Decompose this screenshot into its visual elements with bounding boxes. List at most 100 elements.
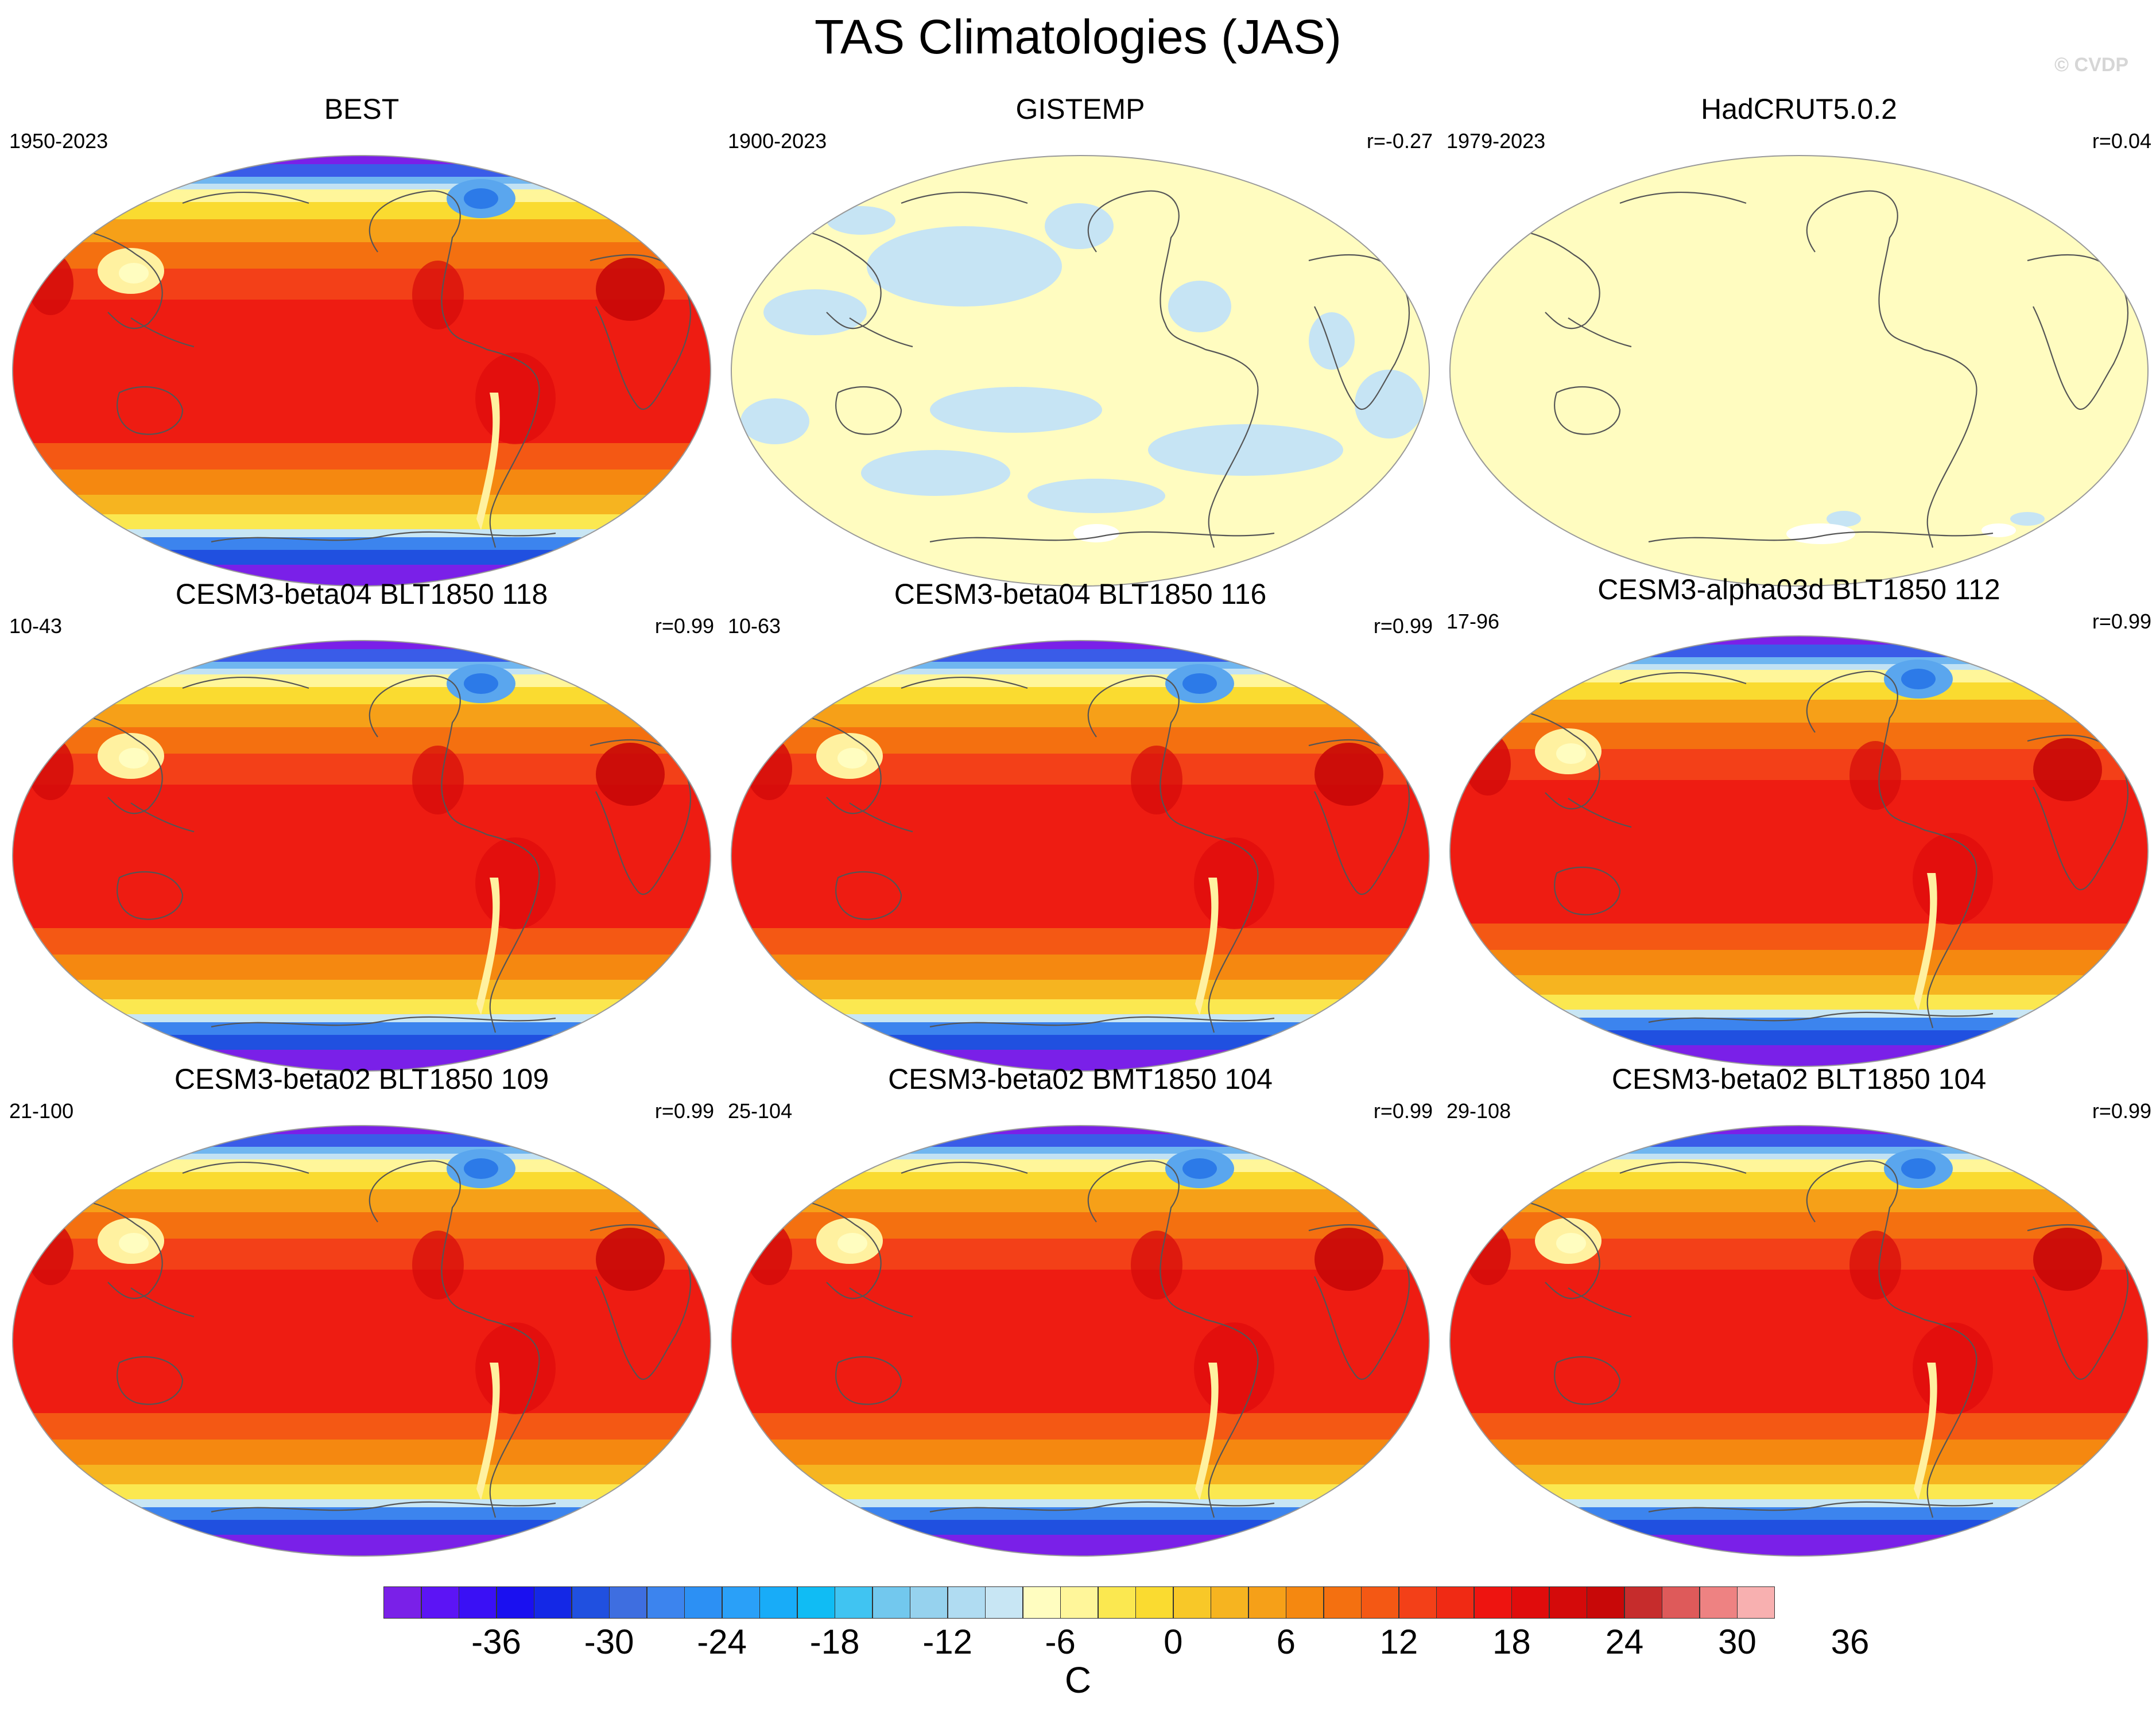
page-title: TAS Climatologies (JAS) — [814, 10, 1341, 64]
contour-band-5 — [1450, 682, 2148, 700]
contour-band-9 — [731, 1270, 1429, 1413]
contour-band-5 — [731, 687, 1429, 704]
contour-band-13 — [13, 514, 711, 529]
panel-correlation: r=0.99 — [1373, 1099, 1433, 1123]
colorbar-box — [1098, 1586, 1136, 1619]
colorbar-box — [1361, 1586, 1399, 1619]
colorbar-box — [872, 1586, 910, 1619]
contour-band-2 — [13, 177, 711, 184]
contour-band-1 — [731, 649, 1429, 662]
robinson-map — [731, 1125, 1430, 1557]
colorbar-box — [1286, 1586, 1324, 1619]
contour-band-9 — [13, 1270, 711, 1413]
contour-band-9 — [13, 785, 711, 928]
contour-band-12 — [13, 1465, 711, 1484]
sahara-hot — [596, 258, 665, 321]
contour-band-16 — [13, 1035, 711, 1050]
colorbar-box — [947, 1586, 986, 1619]
coast-antarctica — [1648, 531, 1994, 543]
coast-australia — [835, 871, 902, 920]
contour-band-16 — [13, 1520, 711, 1535]
panel-correlation: r=0.99 — [654, 1099, 714, 1123]
panel-correlation: r=0.99 — [2092, 610, 2151, 633]
tibet-core — [119, 1233, 149, 1254]
southern-ocean-cool-2 — [1027, 479, 1165, 513]
colorbar-box — [571, 1586, 610, 1619]
map-panel-9: CESM3-beta02 BLT1850 104 29-108 r=0.99 — [1443, 1062, 2155, 1557]
coast-antarctica — [211, 531, 556, 543]
robinson-map — [1449, 1125, 2149, 1557]
coast-indonesia — [130, 802, 195, 833]
map-field — [731, 641, 1429, 1071]
colorbar-tick-label: 24 — [1605, 1623, 1644, 1661]
colorbar-box — [722, 1586, 760, 1619]
contour-band-3 — [13, 1154, 711, 1159]
arabia-hot — [28, 737, 73, 800]
indian-ocean-cool — [1355, 370, 1424, 439]
sahara-hot — [1314, 743, 1383, 806]
map-outline — [1449, 635, 2149, 1067]
colorbar-box — [1060, 1586, 1099, 1619]
map-outline — [731, 155, 1430, 587]
colorbar-box — [1135, 1586, 1174, 1619]
andes-cool — [1914, 1363, 1937, 1500]
contour-band-15 — [1450, 1507, 2148, 1520]
coast-north-america — [369, 190, 487, 350]
panel-years: 10-43 — [9, 614, 63, 638]
coast-south-america — [1924, 829, 1977, 1029]
coast-siberia — [901, 191, 1028, 204]
coast-australia — [835, 386, 902, 435]
colorbar-box — [684, 1586, 723, 1619]
colorbar-box — [759, 1586, 798, 1619]
sahara-hot — [1314, 1228, 1383, 1291]
contour-band-13 — [13, 999, 711, 1014]
andes-cool — [1914, 873, 1937, 1011]
contour-band-4 — [1450, 670, 2148, 682]
panel-years: 25-104 — [728, 1099, 793, 1123]
colorbar-box — [459, 1586, 497, 1619]
map-panel-1: BEST 1950-2023 — [6, 92, 718, 587]
panel-correlation: r=0.99 — [1373, 614, 1433, 638]
contour-band-1 — [731, 1134, 1429, 1147]
panel-title: CESM3-beta04 BLT1850 116 — [894, 578, 1267, 610]
map-field — [1450, 1126, 2148, 1556]
contour-band-15 — [13, 1507, 711, 1520]
africa-cool — [1309, 312, 1355, 370]
map-panel-4: CESM3-beta04 BLT1850 118 10-43 r=0.99 — [6, 577, 718, 1072]
contour-band-16 — [1450, 1030, 2148, 1045]
contour-band-4 — [731, 1159, 1429, 1172]
panel-correlation: r=0.99 — [654, 614, 714, 638]
colorbar-box — [534, 1586, 572, 1619]
contour-band-0 — [731, 641, 1429, 649]
map-field — [13, 1126, 711, 1556]
contour-band-0 — [13, 1126, 711, 1134]
north-america-hot — [1131, 1231, 1182, 1299]
map-panel-2: GISTEMP 1900-2023 r=-0.27 — [724, 92, 1436, 587]
map-field — [1450, 156, 2148, 586]
coast-africa — [590, 739, 691, 895]
contour-band-1 — [13, 1134, 711, 1147]
colorbar-tick-label: 0 — [1164, 1623, 1183, 1661]
contour-band-4 — [13, 189, 711, 202]
contour-band-1 — [13, 649, 711, 662]
contour-band-11 — [13, 955, 711, 980]
coast-north-america — [369, 1160, 487, 1320]
colorbar-box — [1398, 1586, 1437, 1619]
coast-africa — [1308, 1224, 1410, 1380]
panel-title: CESM3-alpha03d BLT1850 112 — [1597, 573, 2000, 606]
coast-south-america — [1924, 348, 1977, 548]
andes-cool — [476, 393, 500, 530]
panel-title: HadCRUT5.0.2 — [1701, 93, 1897, 125]
map-panel-7: CESM3-beta02 BLT1850 109 21-100 r=0.99 — [6, 1062, 718, 1557]
coast-africa — [1308, 254, 1410, 410]
contour-band-5 — [13, 202, 711, 219]
anomaly-background — [1450, 156, 2148, 586]
coast-africa — [1308, 739, 1410, 895]
contour-band-0 — [1450, 1126, 2148, 1134]
contour-band-10 — [1450, 924, 2148, 950]
contour-band-5 — [13, 1172, 711, 1189]
map-outline — [12, 155, 711, 587]
contour-band-16 — [1450, 1520, 2148, 1535]
map-field — [13, 641, 711, 1071]
tibet-core — [1556, 1233, 1586, 1254]
